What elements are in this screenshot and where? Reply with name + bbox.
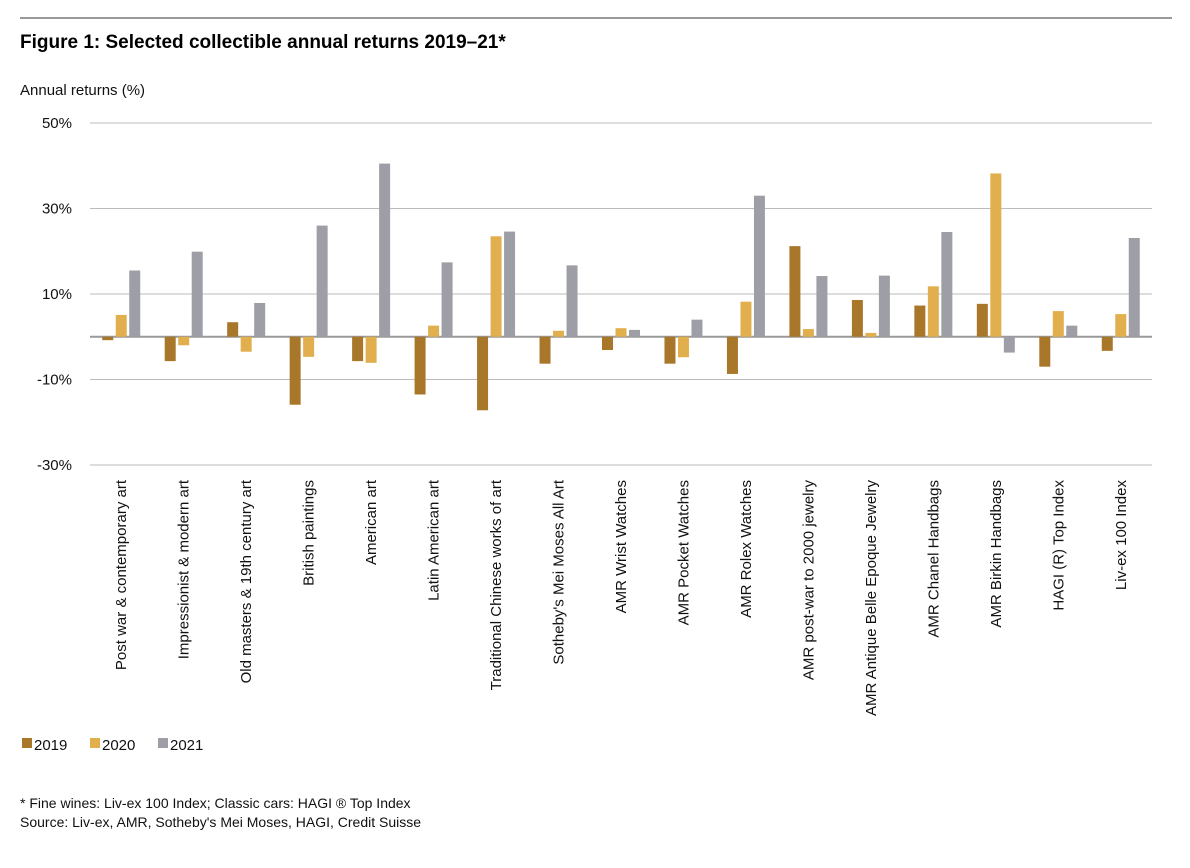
x-tick-label: AMR Rolex Watches — [738, 480, 755, 618]
bar-2021 — [629, 329, 640, 337]
footnote: * Fine wines: Liv-ex 100 Index; Classic … — [20, 795, 411, 811]
bar-2020 — [1052, 311, 1064, 337]
bar-2020 — [553, 330, 565, 337]
bar-2020 — [1115, 314, 1127, 337]
bar-2020 — [240, 336, 252, 352]
x-tick-label: Sotheby's Mei Moses All Art — [551, 479, 568, 664]
x-tick-label: AMR post-war to 2000 jewelry — [800, 480, 817, 681]
legend-label: 2019 — [34, 737, 67, 754]
bar-2019 — [851, 299, 863, 337]
legend-swatch-2020 — [90, 738, 100, 748]
bar-2021 — [1128, 237, 1140, 337]
y-tick-label: 10% — [42, 286, 72, 303]
x-tick-label: Old masters & 19th century art — [238, 479, 255, 683]
y-tick-label: 50% — [42, 115, 72, 132]
bar-2021 — [254, 302, 266, 337]
x-tick-label: Liv-ex 100 Index — [1113, 480, 1130, 591]
bar-2021 — [753, 195, 765, 337]
y-tick-label: -10% — [37, 372, 72, 389]
bar-2019 — [976, 303, 988, 337]
bar-2020 — [865, 332, 877, 337]
x-tick-label: AMR Wrist Watches — [613, 480, 630, 613]
bar-2019 — [414, 336, 426, 395]
bar-2019 — [352, 336, 364, 362]
bar-2019 — [914, 305, 926, 337]
bar-2021 — [691, 319, 703, 337]
bar-2020 — [615, 328, 627, 337]
bar-2021 — [441, 262, 453, 337]
x-tick-label: AMR Birkin Handbags — [988, 480, 1005, 628]
bar-2021 — [1066, 325, 1078, 337]
bar-2019 — [164, 336, 176, 362]
bar-2021 — [379, 163, 391, 337]
bar-2019 — [289, 336, 301, 405]
bar-2019 — [602, 336, 613, 351]
bar-2020 — [490, 236, 502, 337]
bar-2019 — [1039, 336, 1051, 367]
legend-label: 2021 — [170, 737, 203, 754]
bar-2020 — [677, 336, 689, 358]
bar-2020 — [178, 336, 190, 346]
bar-2021 — [129, 270, 141, 337]
x-tick-label: AMR Chanel Handbags — [925, 480, 942, 638]
bar-2019 — [726, 336, 738, 374]
bar-2020 — [428, 325, 440, 337]
x-tick-label: Impressionist & modern art — [176, 479, 193, 659]
chart-title: Figure 1: Selected collectible annual re… — [20, 32, 506, 53]
x-tick-label: Post war & contemporary art — [113, 479, 130, 670]
bar-2021 — [566, 265, 578, 337]
x-tick-label: AMR Antique Belle Epoque Jewelry — [863, 480, 880, 716]
bar-2019 — [789, 246, 801, 337]
legend-label: 2020 — [102, 737, 135, 754]
x-tick-label: HAGI (R) Top Index — [1050, 480, 1067, 611]
bar-2019 — [477, 336, 489, 411]
x-tick-label: AMR Pocket Watches — [675, 480, 692, 625]
bar-2019 — [664, 336, 676, 364]
bar-2021 — [1003, 336, 1015, 353]
x-tick-label: British paintings — [301, 480, 318, 586]
bar-2020 — [303, 336, 315, 357]
x-tick-label: American art — [363, 479, 380, 565]
y-axis-label: Annual returns (%) — [20, 82, 145, 99]
legend-swatch-2021 — [158, 738, 168, 748]
bar-2021 — [941, 232, 953, 337]
x-tick-label: Traditional Chinese works of art — [488, 479, 505, 690]
bar-2020 — [365, 336, 377, 363]
bar-2020 — [740, 301, 752, 337]
bar-2021 — [878, 275, 890, 337]
bar-2021 — [816, 276, 828, 337]
bar-2019 — [539, 336, 551, 364]
bar-2019 — [1101, 336, 1113, 351]
x-tick-label: Latin American art — [426, 479, 443, 601]
legend-swatch-2019 — [22, 738, 32, 748]
bar-2019 — [102, 336, 114, 341]
source-note: Source: Liv-ex, AMR, Sotheby's Mei Moses… — [20, 814, 421, 830]
bar-2020 — [990, 173, 1002, 337]
bar-2020 — [927, 286, 939, 337]
bar-2021 — [316, 225, 328, 337]
bar-2021 — [191, 251, 203, 337]
y-tick-label: 30% — [42, 201, 72, 218]
bar-2020 — [115, 314, 127, 337]
y-tick-label: -30% — [37, 457, 72, 474]
bar-2021 — [504, 231, 516, 337]
bar-2020 — [802, 329, 814, 337]
bar-2019 — [227, 322, 239, 337]
